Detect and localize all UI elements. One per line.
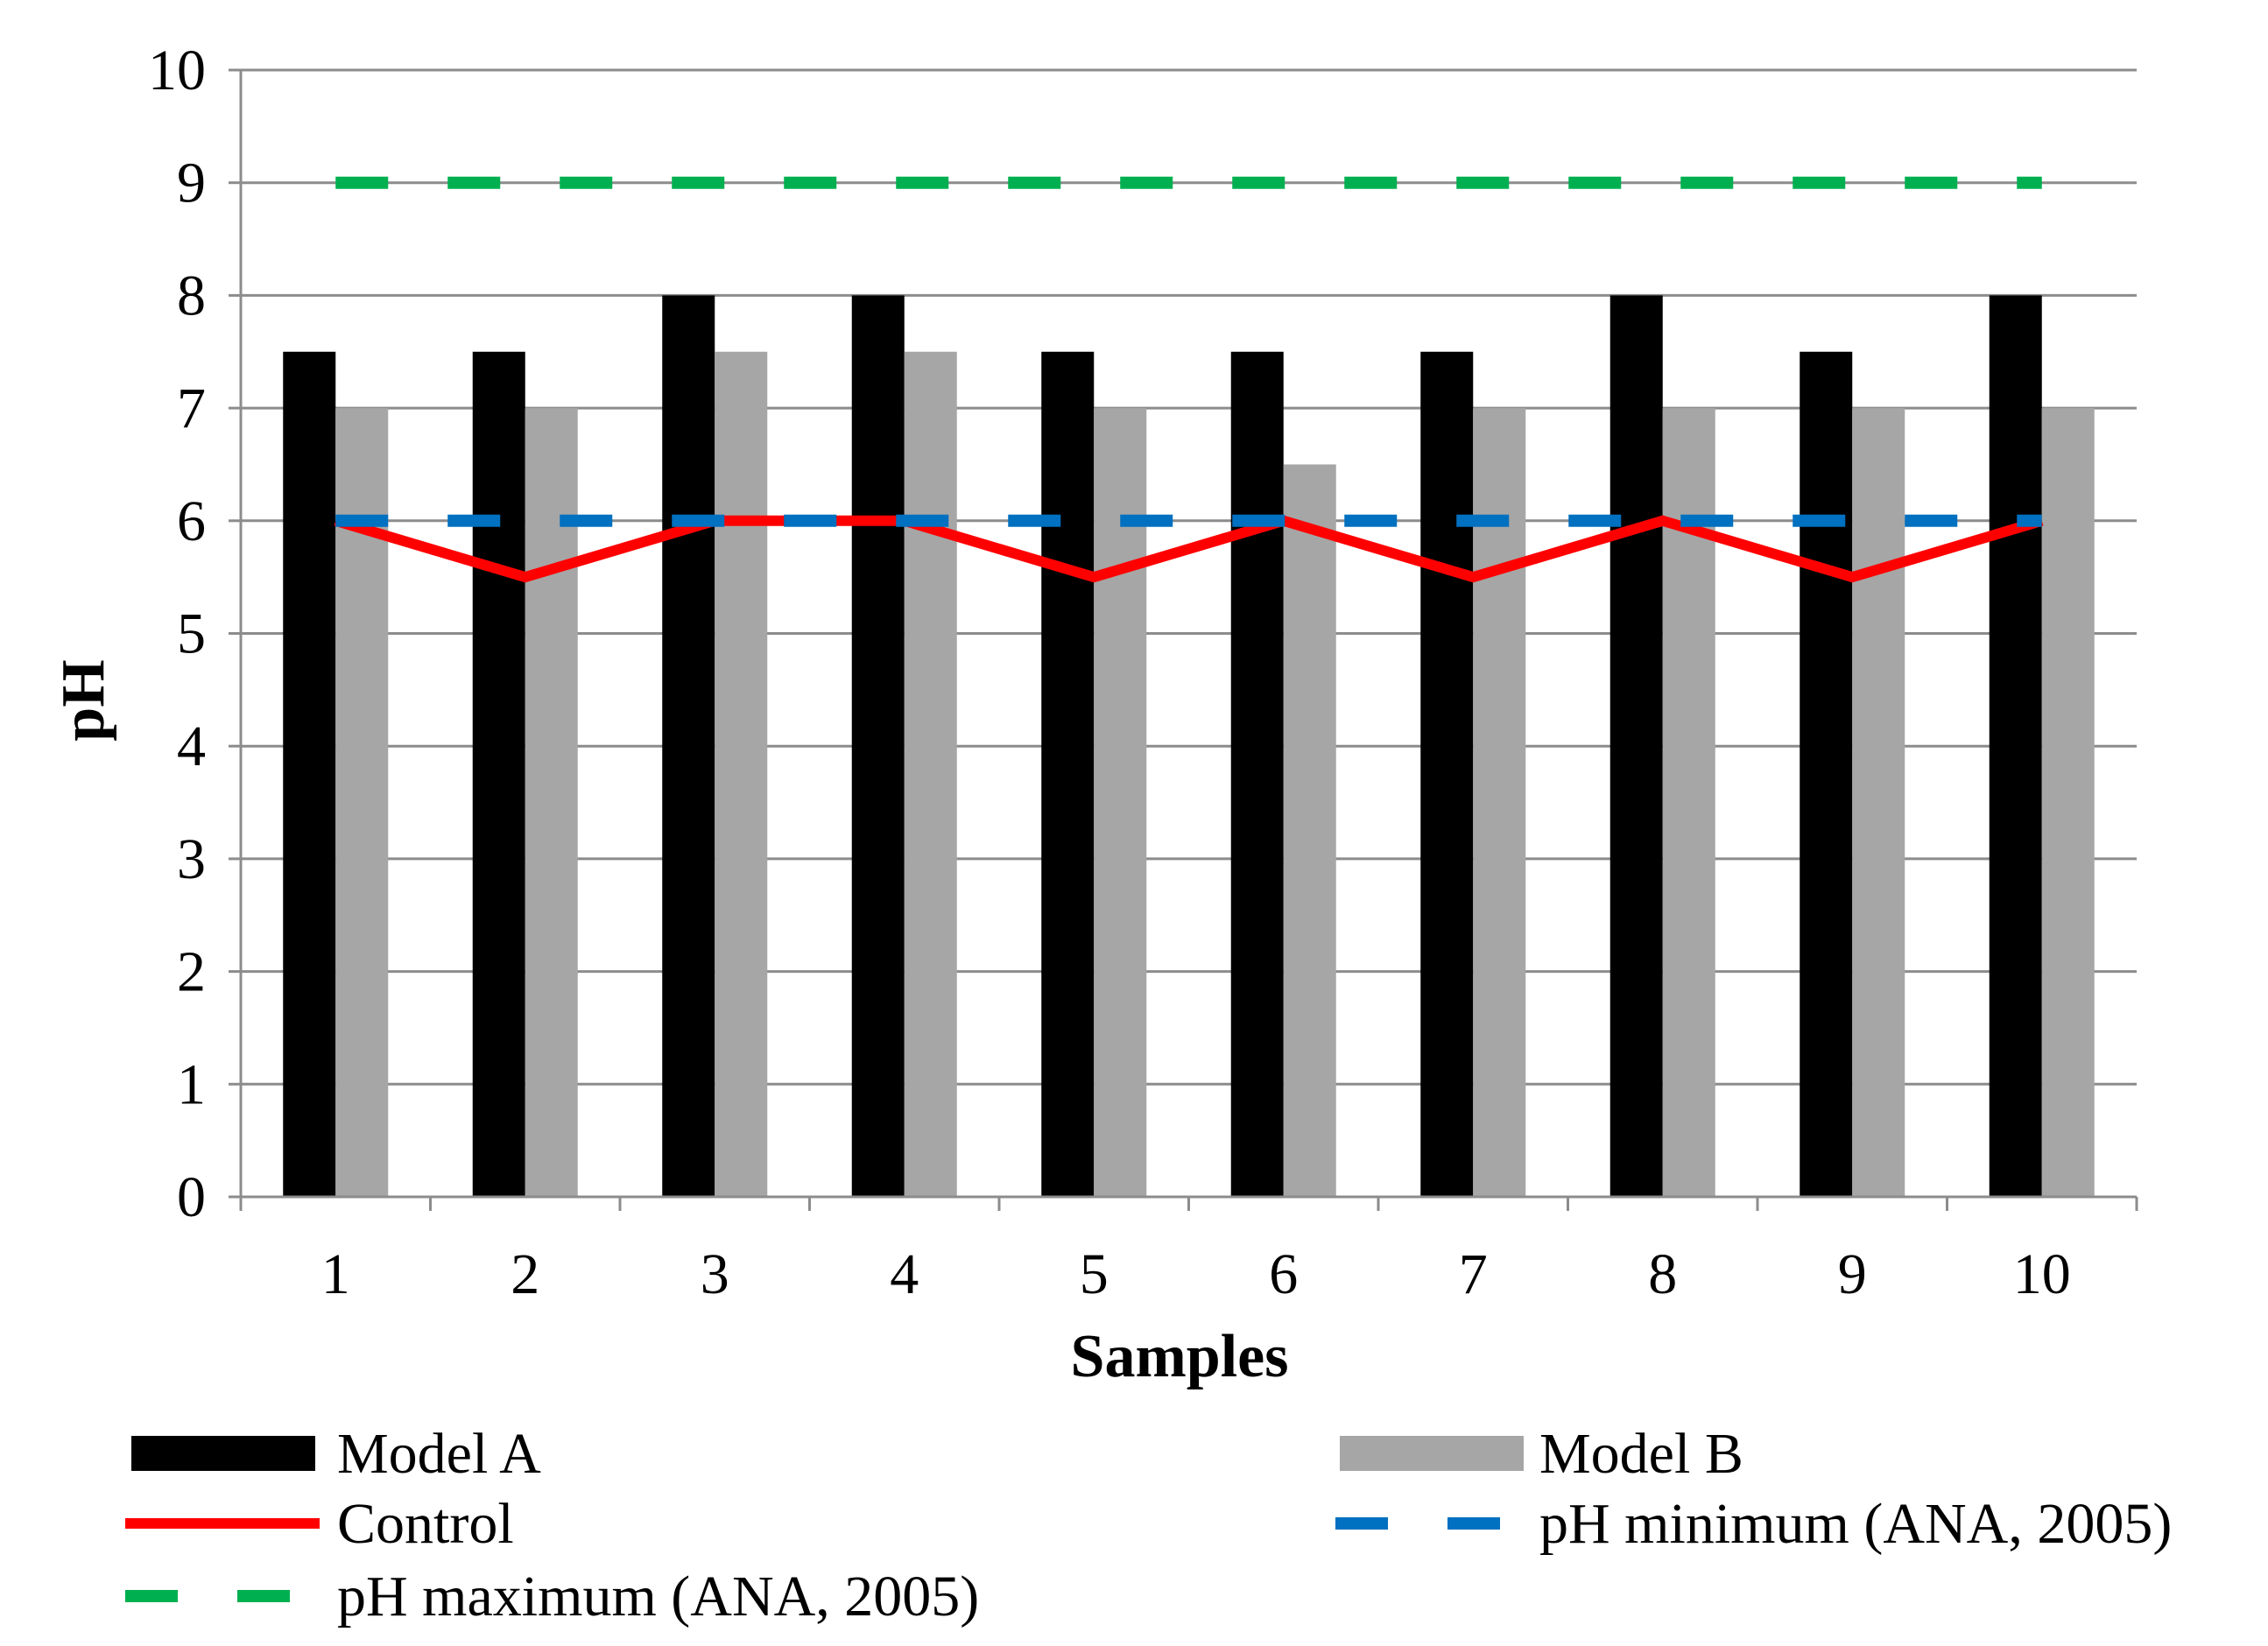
model-b-bar-10 xyxy=(2041,408,2095,1198)
y-tick-label: 5 xyxy=(177,602,206,666)
bars xyxy=(283,295,2095,1198)
model-a-bar-7 xyxy=(1420,351,1474,1197)
y-tick-label: 10 xyxy=(148,39,206,102)
x-tick-label: 9 xyxy=(1838,1242,1867,1306)
legend-swatch-model-b xyxy=(1340,1436,1524,1471)
model-b-bar-3 xyxy=(715,351,768,1197)
x-tick-label: 6 xyxy=(1269,1242,1298,1306)
model-b-bar-2 xyxy=(525,408,578,1198)
model-b-bar-9 xyxy=(1852,408,1905,1198)
model-a-bar-3 xyxy=(662,295,715,1197)
x-tick-label: 10 xyxy=(2013,1242,2071,1306)
model-b-bar-8 xyxy=(1662,408,1715,1198)
y-axis-title: pH xyxy=(50,659,117,741)
y-tick-label: 6 xyxy=(177,489,206,553)
x-tick-label: 8 xyxy=(1648,1242,1677,1306)
model-a-bar-4 xyxy=(851,295,905,1197)
model-b-bar-5 xyxy=(1094,408,1147,1198)
legend-label-model-b: Model B xyxy=(1539,1422,1743,1486)
series-lines xyxy=(334,176,2044,583)
y-tick-label: 3 xyxy=(177,827,206,891)
x-tick-label: 7 xyxy=(1459,1242,1488,1306)
model-a-bar-2 xyxy=(472,351,525,1197)
model-a-bar-5 xyxy=(1041,351,1095,1197)
x-tick-label: 3 xyxy=(701,1242,729,1306)
tick-labels: 0 1 2 3 4 5 6 7 8 9 10 1 2 3 4 5 6 7 8 9 10 xyxy=(148,39,2071,1306)
model-b-bar-6 xyxy=(1283,464,1336,1197)
y-tick-label: 0 xyxy=(177,1165,206,1229)
control-line xyxy=(334,515,2044,583)
legend-swatch-model-a xyxy=(131,1436,315,1471)
x-tick-label: 1 xyxy=(321,1242,350,1306)
y-tick-label: 2 xyxy=(177,940,206,1004)
legend-label-ph-maximum-ana-2005: pH maximum (ANA, 2005) xyxy=(337,1565,979,1628)
y-tick-label: 1 xyxy=(177,1052,206,1116)
x-tick-label: 4 xyxy=(890,1242,919,1306)
model-b-bar-7 xyxy=(1473,408,1526,1198)
legend-label-control: Control xyxy=(337,1492,514,1556)
x-tick-label: 5 xyxy=(1080,1242,1109,1306)
y-tick-label: 4 xyxy=(177,714,206,778)
x-tick-label: 2 xyxy=(511,1242,539,1306)
model-b-bar-4 xyxy=(904,351,957,1197)
legend-label-ph-minimum-ana-2005: pH minimum (ANA, 2005) xyxy=(1539,1492,2172,1556)
y-tick-label: 9 xyxy=(177,151,206,215)
legend: Model A Model B Control pH minimum (ANA, 20… xyxy=(125,1422,2172,1628)
model-a-bar-8 xyxy=(1609,295,1663,1197)
model-a-bar-1 xyxy=(283,351,336,1197)
model-a-bar-9 xyxy=(1800,351,1853,1197)
axes xyxy=(229,68,2138,1211)
model-a-bar-10 xyxy=(1989,295,2042,1197)
y-tick-label: 8 xyxy=(177,264,206,327)
model-a-bar-6 xyxy=(1230,351,1284,1197)
model-b-bar-1 xyxy=(335,408,389,1198)
x-axis-title: Samples xyxy=(1071,1323,1289,1390)
legend-label-model-a: Model A xyxy=(337,1422,541,1486)
y-tick-label: 7 xyxy=(177,376,206,440)
